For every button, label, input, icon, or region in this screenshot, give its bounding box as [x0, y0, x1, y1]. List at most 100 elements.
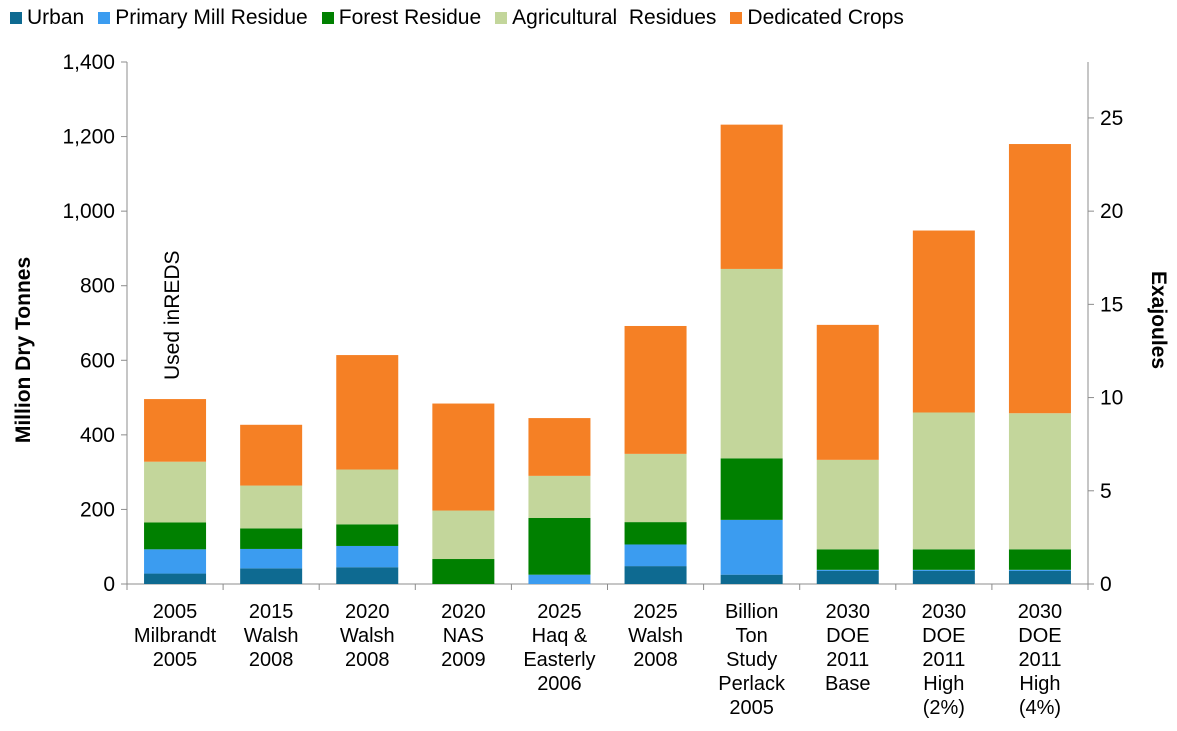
x-category-label: Easterly — [523, 649, 595, 671]
y-tick-label: 1,400 — [62, 51, 115, 74]
x-category-label: 2005 — [153, 601, 198, 623]
x-category-label: 2008 — [345, 649, 390, 671]
bar-segment-urban — [240, 568, 303, 584]
bar-segment-agricultural-residues — [528, 475, 591, 519]
y2-tick-label: 0 — [1100, 573, 1112, 596]
x-category-label: 2030 — [922, 601, 967, 623]
x-category-label: Study — [726, 649, 777, 671]
bar-segment-dedicated-crops — [624, 325, 687, 454]
legend: Urban Primary Mill Residue Forest Residu… — [10, 6, 918, 30]
legend-swatch-agricultural-residues — [495, 12, 508, 24]
bar-segment-dedicated-crops — [144, 399, 207, 462]
x-category-label: 2009 — [441, 649, 486, 671]
legend-label-agricultural-residues: Agricultural Residues — [512, 6, 717, 29]
x-category-label: 2008 — [249, 649, 294, 671]
y2-tick-label: 20 — [1100, 200, 1123, 223]
bar-segment-agricultural-residues — [1008, 413, 1071, 550]
bar-segment-primary-mill-residue — [720, 519, 783, 575]
bar-segment-agricultural-residues — [912, 412, 975, 550]
bar-segment-forest-residue — [144, 522, 207, 550]
x-category-label: Ton — [736, 625, 768, 647]
bar-segment-forest-residue — [432, 559, 495, 584]
bar-segment-dedicated-crops — [240, 424, 303, 486]
bar-segment-forest-residue — [240, 528, 303, 549]
x-category-label: 2011 — [1018, 649, 1061, 671]
y2-tick-label: 15 — [1100, 293, 1123, 316]
y-tick-label: 400 — [80, 424, 115, 447]
bar-segment-agricultural-residues — [432, 510, 495, 560]
bar-segment-primary-mill-residue — [912, 569, 975, 571]
bar-segment-urban — [912, 570, 975, 584]
bar-segment-agricultural-residues — [816, 459, 879, 550]
bar-segment-urban — [720, 574, 783, 584]
y2-axis-title: Exajoules — [1147, 271, 1170, 369]
bar-segment-dedicated-crops — [912, 230, 975, 413]
bar-segment-dedicated-crops — [816, 324, 879, 460]
x-category-label: (2%) — [923, 697, 965, 719]
x-category-label: 2006 — [537, 673, 582, 695]
bar-segment-primary-mill-residue — [1008, 569, 1071, 571]
legend-item-primary-mill-residue: Primary Mill Residue — [98, 6, 308, 30]
bar-segment-forest-residue — [1008, 549, 1071, 570]
legend-label-urban: Urban — [27, 6, 85, 29]
legend-label-primary-mill-residue: Primary Mill Residue — [115, 6, 308, 29]
annotation-used-in-reds: Used inREDS — [161, 250, 184, 380]
legend-swatch-primary-mill-residue — [98, 12, 111, 24]
bar-segment-urban — [624, 566, 687, 584]
x-category-label: 2030 — [1018, 601, 1063, 623]
x-category-label: 2025 — [537, 601, 582, 623]
x-category-label: DOE — [826, 625, 869, 647]
bar-segment-urban — [1008, 570, 1071, 584]
x-category-label: Haq & — [532, 625, 588, 647]
x-category-label: 2015 — [249, 601, 294, 623]
legend-label-forest-residue: Forest Residue — [338, 6, 482, 29]
y2-tick-label: 5 — [1100, 480, 1112, 503]
legend-item-dedicated-crops: Dedicated Crops — [730, 6, 904, 30]
y-tick-label: 1,200 — [62, 126, 115, 149]
y2-tick-label: 10 — [1100, 387, 1123, 410]
bar-segment-primary-mill-residue — [336, 545, 399, 568]
legend-item-urban: Urban — [10, 6, 84, 30]
labels: 02004006008001,0001,2001,400051015202520… — [62, 51, 1123, 719]
y-tick-label: 600 — [80, 349, 115, 372]
legend-item-forest-residue: Forest Residue — [321, 6, 482, 30]
x-category-label: 2011 — [922, 649, 965, 671]
bar-segment-forest-residue — [816, 549, 879, 570]
bar-segment-agricultural-residues — [144, 461, 207, 523]
bar-segment-agricultural-residues — [720, 268, 783, 459]
bar-segment-urban — [336, 567, 399, 584]
bar-segment-dedicated-crops — [336, 355, 399, 470]
y-axis-title: Million Dry Tonnes — [12, 257, 35, 443]
x-category-label: 2005 — [153, 649, 198, 671]
legend-label-dedicated-crops: Dedicated Crops — [747, 6, 904, 29]
x-category-label: Perlack — [718, 673, 786, 695]
x-category-label: High — [923, 673, 964, 695]
x-category-label: Walsh — [340, 625, 395, 647]
bar-segment-urban — [816, 570, 879, 584]
x-category-label: Milbrandt — [134, 625, 217, 647]
bar-segment-primary-mill-residue — [144, 549, 207, 574]
x-category-label: Walsh — [628, 625, 683, 647]
bar-segment-dedicated-crops — [528, 418, 591, 476]
x-category-label: 2005 — [729, 697, 774, 719]
bars — [144, 124, 1071, 584]
x-category-label: Walsh — [244, 625, 299, 647]
y2-tick-label: 25 — [1100, 107, 1123, 130]
x-category-label: Base — [825, 673, 871, 695]
x-category-label: 2011 — [826, 649, 869, 671]
x-category-label: 2025 — [633, 601, 678, 623]
bar-segment-agricultural-residues — [624, 453, 687, 523]
x-category-label: 2008 — [633, 649, 678, 671]
bar-segment-dedicated-crops — [720, 124, 783, 269]
bar-segment-forest-residue — [912, 549, 975, 570]
y-tick-label: 1,000 — [62, 200, 115, 223]
bar-segment-primary-mill-residue — [816, 569, 879, 571]
legend-swatch-forest-residue — [321, 12, 334, 24]
bar-segment-primary-mill-residue — [528, 574, 591, 584]
bar-segment-agricultural-residues — [336, 469, 399, 525]
x-category-label: 2020 — [441, 601, 486, 623]
bar-segment-primary-mill-residue — [240, 548, 303, 569]
bar-segment-forest-residue — [720, 458, 783, 520]
x-category-label: Billion — [725, 601, 778, 623]
